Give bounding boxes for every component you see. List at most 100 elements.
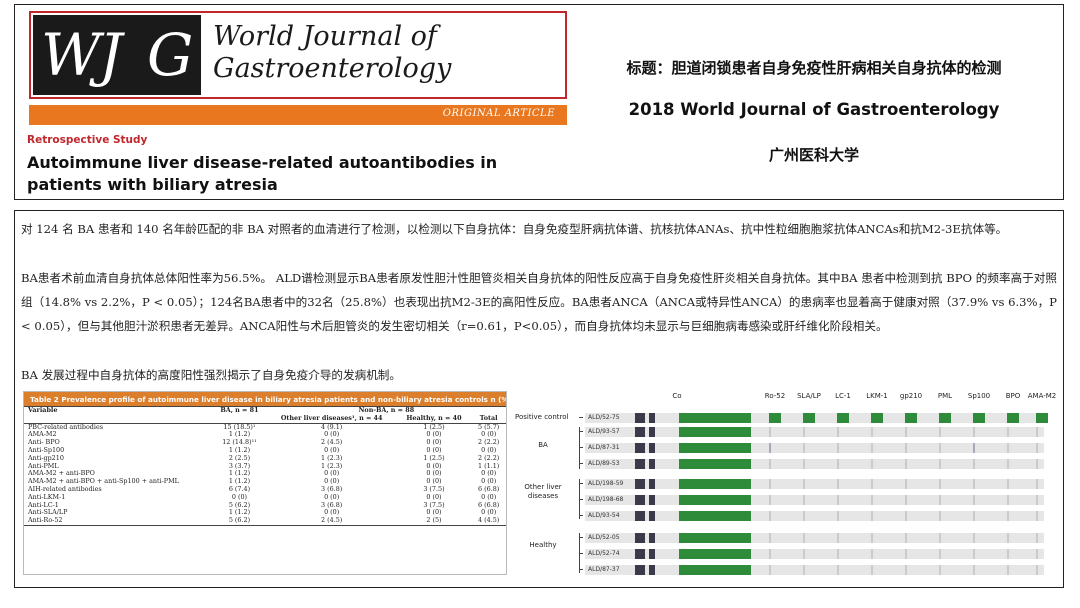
blot-strip: ALD/52-05 (579, 533, 1044, 543)
blot-band (769, 427, 771, 437)
table-cell: 0 (0) (324, 508, 340, 517)
blot-strip-id: ALD/52-75 (588, 414, 620, 421)
logo-letter-g: G (147, 21, 194, 89)
blot-strip: ALD/89-53 (579, 459, 1044, 469)
blot-band (871, 479, 873, 489)
table-cell: Anti-Ro-52 (24, 516, 213, 526)
blot-strip-tick (579, 483, 583, 484)
table-header-row: Variable BA, n = 81 Non-BA, n = 88 (24, 405, 506, 415)
table-cell: 3 (7.5) (423, 484, 445, 493)
table-row: Anti-gp210 2 (2.5) 1 (2.3) 1 (2.5) 2 (2.2) (24, 453, 506, 463)
table-cell: 15 (18.5)¹ (223, 422, 256, 431)
blot-band (871, 427, 873, 437)
blot-band (939, 443, 941, 453)
table-body: PBC-related antibodies 15 (18.5)¹ 4 (9.1) 1… (24, 422, 506, 526)
blot-band (769, 495, 771, 505)
summary-paragraph-1: 对 124 名 BA 患者和 140 名年龄匹配的非 BA 对照者的血清进行了检… (21, 222, 1008, 236)
summary-panel: 对 124 名 BA 患者和 140 名年龄匹配的非 BA 对照者的血清进行了检… (14, 210, 1064, 588)
table-cell: 0 (0) (426, 461, 442, 470)
blot-band (973, 511, 975, 521)
table-cell: Anti-Sp100 (28, 445, 65, 454)
table-header-row: Other liver diseases¹, n = 44 Healthy, n… (24, 414, 506, 424)
blot-strip-id: ALD/198-68 (588, 496, 624, 503)
blot-band (837, 443, 839, 453)
blot-band (871, 495, 873, 505)
blot-marker (635, 413, 645, 423)
blot-band (803, 533, 805, 543)
table-cell: AMA-M2 + anti-BPO (28, 469, 95, 478)
table-cell: 6 (6.8) (478, 484, 500, 493)
article-type-bar: ORIGINAL ARTICLE (29, 105, 567, 125)
table-cell: 5 (5.7) (478, 422, 500, 431)
blot-band (1007, 413, 1019, 423)
blot-band-co (679, 443, 751, 453)
blot-band (939, 511, 941, 521)
table-cell: 2 (4.5) (266, 516, 397, 526)
logo-letter-j: J (99, 21, 123, 89)
table-header-cell (24, 414, 213, 424)
table-cell: 0 (0) (426, 445, 442, 454)
blot-band (803, 549, 805, 559)
blot-band (973, 533, 975, 543)
blot-band (939, 413, 951, 423)
table-cell: Anti-LKM-1 (28, 492, 66, 501)
table-cell: 2 (2.5) (228, 453, 251, 462)
blot-band (973, 565, 975, 575)
blot-band-co (679, 495, 751, 505)
journal-logo: W J G World Journal of Gastroenterology (29, 11, 567, 99)
table-cell: Anti- BPO (28, 438, 60, 447)
table-row: AMA-M2 1 (1.2) 0 (0) 0 (0) 0 (0) (24, 431, 506, 439)
table-row: AIH-related antibodies 6 (7.4) 3 (6.8) 3 (7… (24, 484, 506, 494)
blot-band (803, 443, 805, 453)
blot-strip: ALD/93-54 (579, 511, 1044, 521)
study-type-label: Retrospective Study (27, 134, 148, 146)
summary-paragraph-2: BA患者术前血清自身抗体总体阳性率为56.5%。 ALD谱检测显示BA患者原发性… (21, 271, 1057, 333)
blot-band (803, 427, 805, 437)
info-title: 标题：胆道闭锁患者自身免疫性肝病相关自身抗体的检测 (626, 59, 1002, 77)
blot-strip-tick (579, 553, 583, 554)
blot-band (905, 549, 907, 559)
blot-band-co (679, 533, 751, 543)
blot-band (769, 565, 771, 575)
table-cell: AMA-M2 (28, 430, 57, 439)
table-cell: 4 (9.1) (321, 422, 343, 431)
blot-band-co (679, 479, 751, 489)
blot-band (1036, 443, 1038, 453)
blot-band (1007, 511, 1009, 521)
blot-band (837, 413, 849, 423)
blot-strip: ALD/198-68 (579, 495, 1044, 505)
table-cell: 1 (1.2) (228, 508, 251, 517)
table-cell: 0 (0) (481, 430, 497, 439)
blot-band (1036, 459, 1038, 469)
table-cell: 0 (0) (481, 469, 497, 478)
blot-column-label: LKM-1 (866, 392, 888, 400)
table-cell: 1 (1.2) (228, 477, 251, 486)
blot-marker (649, 511, 655, 521)
blot-band (803, 511, 805, 521)
blot-band (769, 459, 771, 469)
blot-band (1007, 565, 1009, 575)
table-cell: 1 (1.2) (228, 430, 251, 439)
blot-band (1007, 495, 1009, 505)
blot-marker (649, 413, 655, 423)
blot-marker (635, 459, 645, 469)
blot-strip: ALD/87-37 (579, 565, 1044, 575)
table-cell: 6 (7.4) (228, 484, 251, 493)
blot-strip-tick (579, 499, 583, 500)
blot-band (837, 459, 839, 469)
blot-band (837, 565, 839, 575)
blot-band (837, 427, 839, 437)
table-cell: 0 (0) (481, 492, 497, 501)
blot-band (905, 459, 907, 469)
table-header-cell: BA, n = 81 (212, 405, 267, 415)
blot-band (939, 479, 941, 489)
blot-band (837, 549, 839, 559)
table-cell: 0 (0) (324, 469, 340, 478)
blot-band (973, 479, 975, 489)
blot-band (837, 495, 839, 505)
blot-band (803, 495, 805, 505)
blot-band (769, 479, 771, 489)
table-cell: AIH-related antibodies (28, 484, 102, 493)
logo-line-1: World Journal of (213, 21, 437, 52)
blot-band (939, 495, 941, 505)
